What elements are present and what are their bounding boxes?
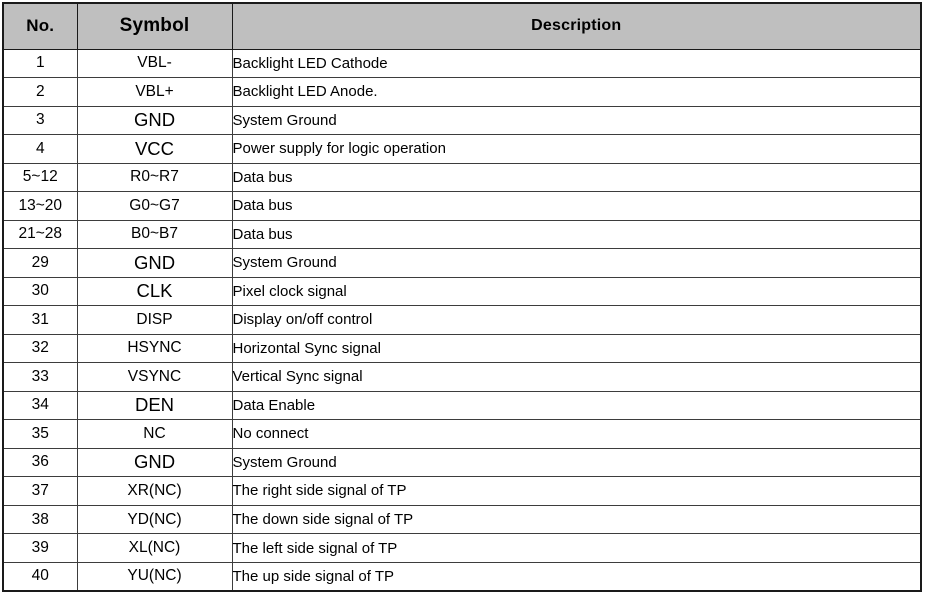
cell-description: Display on/off control [231,305,922,335]
cell-symbol: CLK [76,276,233,307]
table-row: 3 GND System Ground [2,105,922,136]
cell-pin-number: 3 [2,105,78,136]
cell-symbol: VSYNC [76,362,233,392]
cell-description: Backlight LED Anode. [231,77,922,107]
cell-symbol: B0~B7 [76,219,233,250]
table-row: 5~12 R0~R7 Data bus [2,162,922,193]
cell-pin-number: 30 [2,276,78,307]
cell-pin-number: 1 [2,48,78,79]
cell-description: The left side signal of TP [231,533,922,563]
cell-symbol: VBL+ [76,77,233,107]
table-row: 30 CLK Pixel clock signal [2,276,922,307]
cell-symbol: XR(NC) [76,476,233,506]
cell-description: Pixel clock signal [231,276,922,307]
cell-pin-number: 5~12 [2,162,78,193]
table-row: 2 VBL+ Backlight LED Anode. [2,77,922,107]
cell-description: Vertical Sync signal [231,362,922,392]
column-header-no: No. [2,2,78,50]
cell-symbol: VBL- [76,48,233,79]
cell-symbol: XL(NC) [76,533,233,563]
cell-pin-number: 39 [2,533,78,563]
cell-description: Backlight LED Cathode [231,48,922,79]
cell-pin-number: 32 [2,333,78,364]
cell-pin-number: 21~28 [2,219,78,250]
table-row: 33 VSYNC Vertical Sync signal [2,362,922,392]
cell-description: Power supply for logic operation [231,134,922,164]
table-row: 31 DISP Display on/off control [2,305,922,335]
cell-description: No connect [231,419,922,449]
table-row: 13~20 G0~G7 Data bus [2,191,922,221]
table-row: 35 NC No connect [2,419,922,449]
cell-pin-number: 36 [2,447,78,478]
cell-description: Data bus [231,162,922,193]
cell-symbol: YU(NC) [76,561,233,592]
cell-symbol: VCC [76,134,233,164]
cell-symbol: HSYNC [76,333,233,364]
cell-description: System Ground [231,447,922,478]
cell-pin-number: 40 [2,561,78,592]
cell-description: The down side signal of TP [231,504,922,535]
cell-pin-number: 31 [2,305,78,335]
cell-pin-number: 38 [2,504,78,535]
cell-description: System Ground [231,248,922,278]
cell-symbol: GND [76,105,233,136]
cell-symbol: GND [76,248,233,278]
cell-symbol: YD(NC) [76,504,233,535]
cell-pin-number: 29 [2,248,78,278]
cell-symbol: NC [76,419,233,449]
cell-pin-number: 35 [2,419,78,449]
table-row: 34 DEN Data Enable [2,390,922,421]
cell-pin-number: 34 [2,390,78,421]
cell-pin-number: 37 [2,476,78,506]
cell-description: System Ground [231,105,922,136]
cell-description: The up side signal of TP [231,561,922,592]
table-header-row: No. Symbol Description [2,2,922,50]
cell-pin-number: 4 [2,134,78,164]
column-header-description: Description [231,2,922,50]
table-row: 32 HSYNC Horizontal Sync signal [2,333,922,364]
cell-description: Horizontal Sync signal [231,333,922,364]
column-header-symbol: Symbol [76,2,233,50]
cell-description: The right side signal of TP [231,476,922,506]
table-row: 1 VBL- Backlight LED Cathode [2,48,922,79]
cell-symbol: R0~R7 [76,162,233,193]
table-row: 40 YU(NC) The up side signal of TP [2,561,922,592]
cell-symbol: DISP [76,305,233,335]
cell-description: Data bus [231,191,922,221]
cell-symbol: GND [76,447,233,478]
cell-pin-number: 33 [2,362,78,392]
table-row: 36 GND System Ground [2,447,922,478]
cell-symbol: DEN [76,390,233,421]
table-row: 39 XL(NC) The left side signal of TP [2,533,922,563]
table-row: 37 XR(NC) The right side signal of TP [2,476,922,506]
cell-pin-number: 13~20 [2,191,78,221]
cell-pin-number: 2 [2,77,78,107]
table-row: 38 YD(NC) The down side signal of TP [2,504,922,535]
table-row: 29 GND System Ground [2,248,922,278]
cell-symbol: G0~G7 [76,191,233,221]
table-row: 21~28 B0~B7 Data bus [2,219,922,250]
table-header: No. Symbol Description [2,2,922,50]
cell-description: Data Enable [231,390,922,421]
table-body: 1 VBL- Backlight LED Cathode 2 VBL+ Backlight… [2,48,922,592]
cell-description: Data bus [231,219,922,250]
table-row: 4 VCC Power supply for logic operation [2,134,922,164]
